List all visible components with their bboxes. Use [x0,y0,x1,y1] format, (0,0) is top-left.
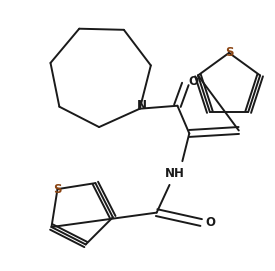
Text: S: S [53,183,62,196]
Text: NH: NH [164,167,185,179]
Text: O: O [188,76,198,88]
Text: N: N [137,99,147,112]
Text: S: S [225,46,233,59]
Text: O: O [205,216,215,229]
